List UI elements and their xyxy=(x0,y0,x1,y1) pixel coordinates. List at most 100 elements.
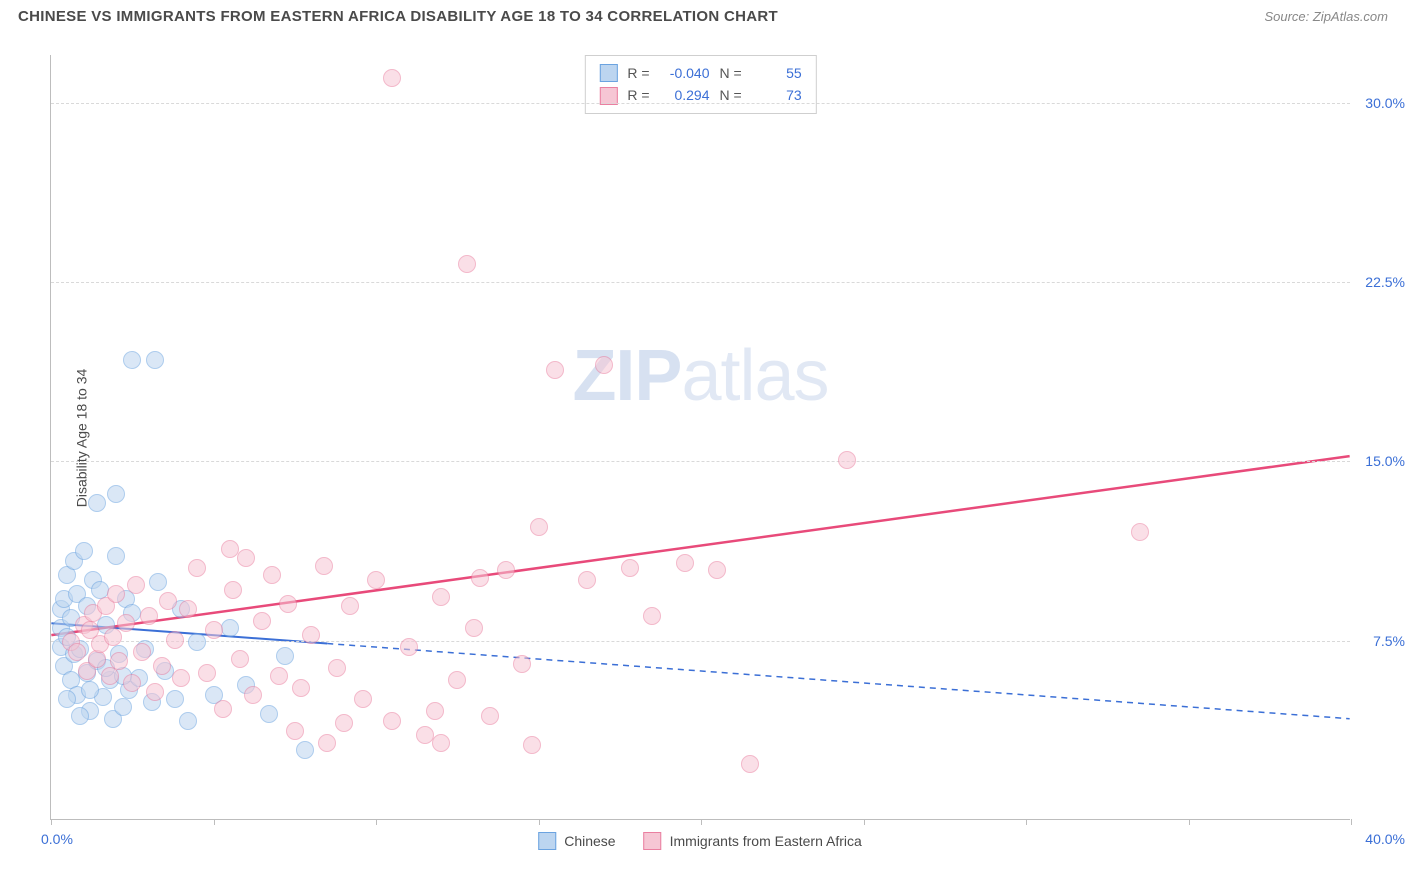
data-point-eafrica xyxy=(497,561,515,579)
data-point-eafrica xyxy=(465,619,483,637)
data-point-eafrica xyxy=(198,664,216,682)
r-value-chinese: -0.040 xyxy=(660,62,710,84)
data-point-chinese xyxy=(221,619,239,637)
data-point-eafrica xyxy=(383,69,401,87)
data-point-eafrica xyxy=(432,588,450,606)
data-point-eafrica xyxy=(205,621,223,639)
data-point-eafrica xyxy=(595,356,613,374)
data-point-eafrica xyxy=(432,734,450,752)
data-point-eafrica xyxy=(279,595,297,613)
data-point-chinese xyxy=(91,581,109,599)
stats-row-chinese: R = -0.040 N = 55 xyxy=(599,62,801,84)
data-point-eafrica xyxy=(214,700,232,718)
data-point-eafrica xyxy=(328,659,346,677)
data-point-chinese xyxy=(58,690,76,708)
x-tick xyxy=(701,819,702,825)
x-origin-label: 0.0% xyxy=(41,831,73,847)
x-tick xyxy=(864,819,865,825)
data-point-eafrica xyxy=(172,669,190,687)
data-point-eafrica xyxy=(530,518,548,536)
data-point-eafrica xyxy=(578,571,596,589)
data-point-eafrica xyxy=(224,581,242,599)
data-point-eafrica xyxy=(153,657,171,675)
data-point-chinese xyxy=(179,712,197,730)
data-point-eafrica xyxy=(315,557,333,575)
data-point-chinese xyxy=(114,698,132,716)
data-point-chinese xyxy=(146,351,164,369)
data-point-eafrica xyxy=(117,614,135,632)
data-point-eafrica xyxy=(68,643,86,661)
data-point-eafrica xyxy=(253,612,271,630)
data-point-eafrica xyxy=(146,683,164,701)
y-tick-label: 15.0% xyxy=(1355,453,1405,469)
data-point-eafrica xyxy=(159,592,177,610)
data-point-eafrica xyxy=(231,650,249,668)
data-point-chinese xyxy=(107,547,125,565)
data-point-eafrica xyxy=(367,571,385,589)
y-tick-label: 30.0% xyxy=(1355,95,1405,111)
data-point-eafrica xyxy=(523,736,541,754)
data-point-chinese xyxy=(71,707,89,725)
data-point-eafrica xyxy=(513,655,531,673)
trend-lines-layer xyxy=(51,55,1350,819)
data-point-eafrica xyxy=(708,561,726,579)
x-tick xyxy=(1189,819,1190,825)
data-point-eafrica xyxy=(263,566,281,584)
gridline xyxy=(51,641,1350,642)
x-tick xyxy=(539,819,540,825)
source-attribution: Source: ZipAtlas.com xyxy=(1264,9,1388,24)
data-point-chinese xyxy=(123,351,141,369)
chart-area: Disability Age 18 to 34 ZIPatlas R = -0.… xyxy=(50,55,1350,820)
data-point-eafrica xyxy=(471,569,489,587)
legend: Chinese Immigrants from Eastern Africa xyxy=(538,832,862,850)
data-point-eafrica xyxy=(335,714,353,732)
data-point-eafrica xyxy=(110,652,128,670)
legend-item-chinese: Chinese xyxy=(538,832,615,850)
x-tick xyxy=(1026,819,1027,825)
data-point-eafrica xyxy=(838,451,856,469)
data-point-eafrica xyxy=(286,722,304,740)
x-max-label: 40.0% xyxy=(1365,831,1405,847)
data-point-eafrica xyxy=(133,643,151,661)
y-tick-label: 22.5% xyxy=(1355,274,1405,290)
gridline xyxy=(51,282,1350,283)
y-tick-label: 7.5% xyxy=(1355,633,1405,649)
data-point-eafrica xyxy=(127,576,145,594)
correlation-stats-box: R = -0.040 N = 55 R = 0.294 N = 73 xyxy=(584,55,816,114)
data-point-eafrica xyxy=(400,638,418,656)
data-point-chinese xyxy=(188,633,206,651)
legend-item-eafrica: Immigrants from Eastern Africa xyxy=(644,832,862,850)
data-point-eafrica xyxy=(643,607,661,625)
x-tick xyxy=(51,819,52,825)
data-point-chinese xyxy=(166,690,184,708)
data-point-eafrica xyxy=(458,255,476,273)
chart-title: CHINESE VS IMMIGRANTS FROM EASTERN AFRIC… xyxy=(18,8,778,25)
data-point-eafrica xyxy=(179,600,197,618)
data-point-eafrica xyxy=(188,559,206,577)
swatch-chinese xyxy=(599,64,617,82)
watermark: ZIPatlas xyxy=(572,335,828,417)
data-point-eafrica xyxy=(123,674,141,692)
data-point-chinese xyxy=(276,647,294,665)
data-point-eafrica xyxy=(383,712,401,730)
data-point-eafrica xyxy=(1131,523,1149,541)
gridline xyxy=(51,461,1350,462)
data-point-chinese xyxy=(260,705,278,723)
data-point-eafrica xyxy=(341,597,359,615)
plot-region: ZIPatlas R = -0.040 N = 55 R = 0.294 N =… xyxy=(50,55,1350,820)
data-point-eafrica xyxy=(481,707,499,725)
data-point-eafrica xyxy=(270,667,288,685)
data-point-chinese xyxy=(296,741,314,759)
data-point-eafrica xyxy=(676,554,694,572)
data-point-chinese xyxy=(75,542,93,560)
data-point-eafrica xyxy=(448,671,466,689)
x-tick xyxy=(1351,819,1352,825)
data-point-eafrica xyxy=(221,540,239,558)
x-tick xyxy=(214,819,215,825)
data-point-eafrica xyxy=(292,679,310,697)
data-point-eafrica xyxy=(354,690,372,708)
data-point-eafrica xyxy=(318,734,336,752)
data-point-eafrica xyxy=(237,549,255,567)
data-point-eafrica xyxy=(302,626,320,644)
data-point-chinese xyxy=(81,681,99,699)
